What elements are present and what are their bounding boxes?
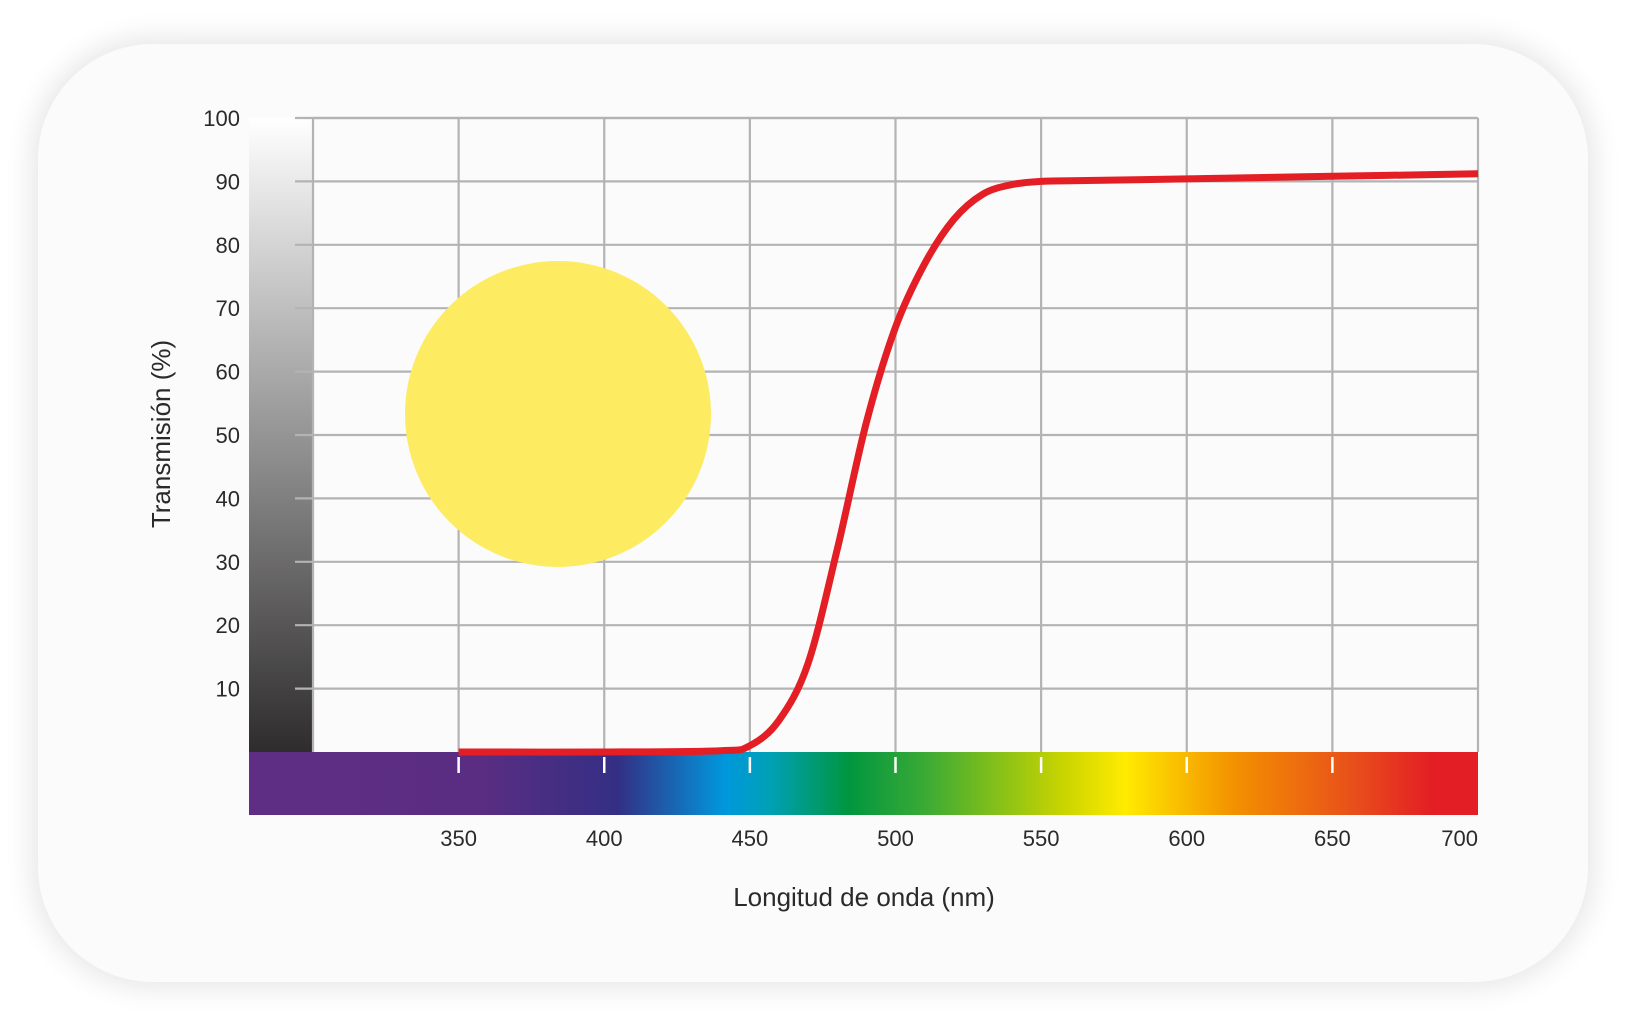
y-tick-label: 50 — [216, 423, 240, 448]
spectrum-ticks — [457, 757, 1334, 773]
color-swatch — [405, 261, 711, 567]
y-tick-label: 60 — [216, 360, 240, 385]
x-axis-title: Longitud de onda (nm) — [733, 882, 995, 912]
y-tick-label: 80 — [216, 233, 240, 258]
x-tick-label: 450 — [732, 826, 769, 851]
x-tick-label: 400 — [586, 826, 623, 851]
y-tick-label: 90 — [216, 169, 240, 194]
y-axis-title: Transmisión (%) — [146, 340, 176, 528]
transmission-curve — [458, 170, 1479, 756]
y-tick-label: 70 — [216, 296, 240, 321]
y-tick-labels: 10 20 30 40 50 60 70 80 90 100 — [203, 106, 240, 702]
grid-lines — [295, 116, 1480, 752]
y-tick-label: 20 — [216, 613, 240, 638]
y-tick-label: 40 — [216, 486, 240, 511]
y-tick-label: 100 — [203, 106, 240, 131]
x-tick-label: 500 — [877, 826, 914, 851]
x-tick-label: 550 — [1023, 826, 1060, 851]
y-tick-label: 10 — [216, 677, 240, 702]
x-tick-label: 650 — [1314, 826, 1351, 851]
x-tick-labels: 350 400 450 500 550 600 650 700 — [440, 826, 1478, 851]
spectrum-bar — [249, 752, 1478, 815]
x-tick-label: 600 — [1168, 826, 1205, 851]
x-tick-label: 350 — [440, 826, 477, 851]
x-tick-label: 700 — [1441, 826, 1478, 851]
y-tick-label: 30 — [216, 550, 240, 575]
